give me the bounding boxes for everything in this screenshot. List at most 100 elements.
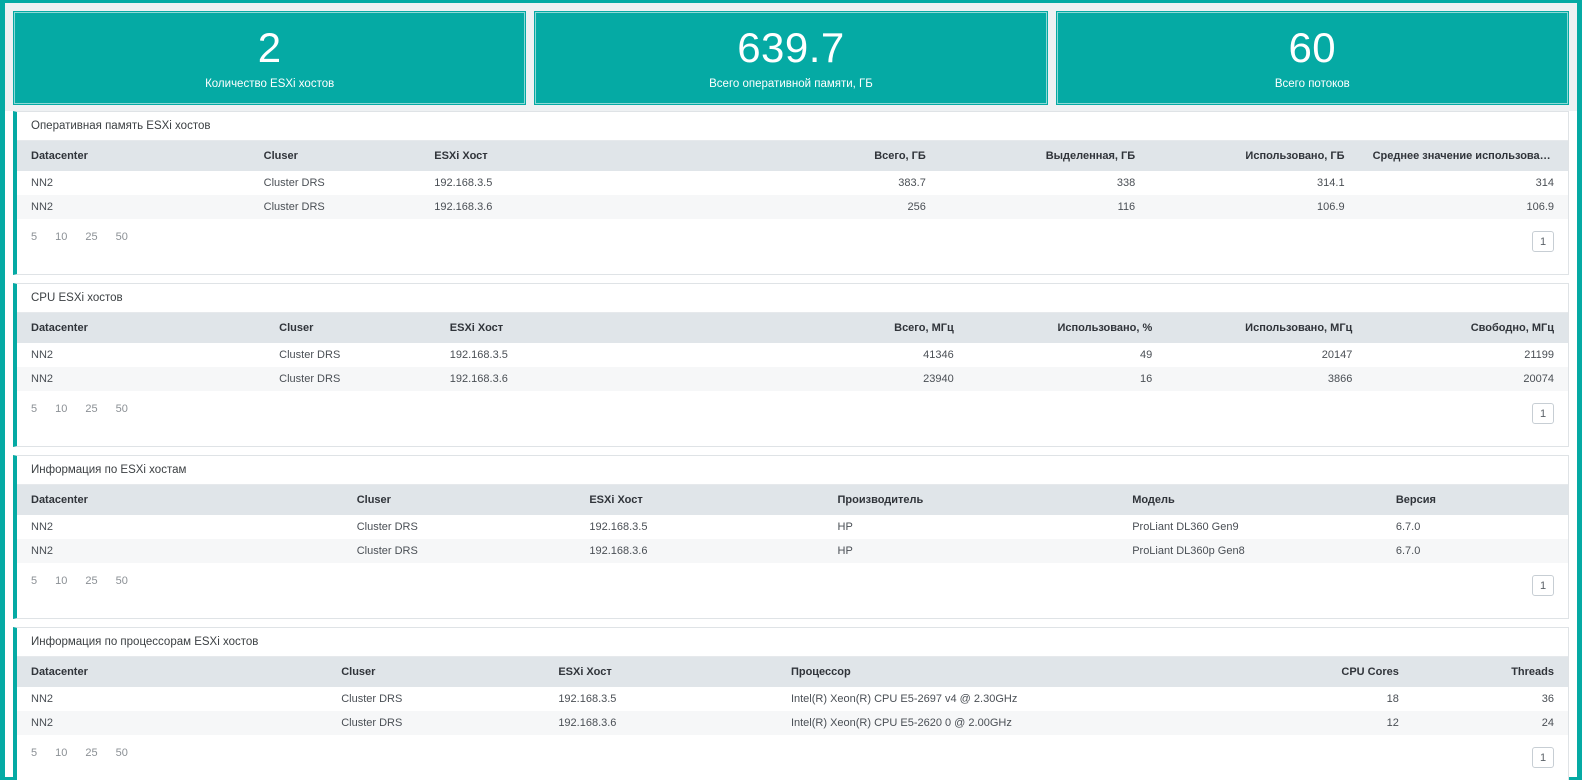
table-cell: 21199 — [1366, 343, 1568, 367]
table-cell: 192.168.3.5 — [435, 343, 770, 367]
column-header[interactable]: ESXi Хост — [575, 485, 824, 515]
table-row[interactable]: NN2 Cluster DRS 192.168.3.6 256 116 106.9 106.… — [17, 195, 1568, 219]
column-header[interactable]: Использовано, МГц — [1166, 313, 1367, 343]
table-cell: Cluster DRS — [342, 515, 576, 539]
column-header[interactable]: Cluser — [342, 485, 576, 515]
table-cell: 18 — [1242, 687, 1413, 711]
page-size-option[interactable]: 10 — [55, 231, 68, 243]
page-number-button[interactable]: 1 — [1532, 575, 1554, 596]
page-size-options: 5 10 25 50 — [31, 231, 128, 243]
column-header[interactable]: Threads — [1412, 657, 1568, 687]
table-cell: 116 — [939, 195, 1150, 219]
page-size-option[interactable]: 5 — [31, 403, 38, 415]
column-header[interactable]: Среднее значение использования, ГБ — [1358, 141, 1568, 171]
page-size-option[interactable]: 50 — [115, 747, 128, 759]
table-cell: 192.168.3.6 — [544, 711, 777, 735]
panel-title: CPU ESXi хостов — [17, 284, 1568, 313]
column-header[interactable]: Модель — [1118, 485, 1382, 515]
page-size-option[interactable]: 50 — [115, 403, 128, 415]
column-header[interactable]: Cluser — [327, 657, 545, 687]
table-panel: Информация по ESXi хостам Datacenter Cluse… — [13, 455, 1569, 619]
table-cell: Cluster DRS — [327, 711, 545, 735]
table-row[interactable]: NN2 Cluster DRS 192.168.3.5 383.7 338 314.1 31… — [17, 171, 1568, 195]
column-header[interactable]: Datacenter — [17, 313, 266, 343]
sections-host: Оперативная память ESXi хостов Datacenter… — [5, 111, 1577, 780]
column-header[interactable]: Cluser — [249, 141, 421, 171]
table-row[interactable]: NN2 Cluster DRS 192.168.3.6 23940 16 3866 2007… — [17, 367, 1568, 391]
page-size-option[interactable]: 50 — [115, 231, 128, 243]
page-size-option[interactable]: 25 — [85, 575, 98, 587]
page-number-list: 1 — [1532, 575, 1554, 596]
column-header[interactable]: Всего, ГБ — [730, 141, 940, 171]
page-size-option[interactable]: 25 — [85, 231, 98, 243]
page-number-button[interactable]: 1 — [1532, 403, 1554, 424]
column-header[interactable]: CPU Cores — [1242, 657, 1413, 687]
column-header[interactable]: Использовано, ГБ — [1149, 141, 1359, 171]
table-header-row: Datacenter Cluser ESXi Хост Всего, МГц Испол… — [17, 313, 1568, 343]
column-header[interactable]: Выделенная, ГБ — [939, 141, 1150, 171]
page-size-option[interactable]: 5 — [31, 575, 38, 587]
column-header[interactable]: Всего, МГц — [769, 313, 968, 343]
table-cell: NN2 — [17, 687, 328, 711]
kpi-value: 60 — [1288, 24, 1337, 71]
data-table: Datacenter Cluser ESXi Хост Всего, ГБ Выделе… — [17, 141, 1568, 219]
column-header[interactable]: Свободно, МГц — [1366, 313, 1568, 343]
kpi-card[interactable]: 2 Количество ESXi хостов — [13, 11, 527, 105]
table-cell: NN2 — [17, 711, 328, 735]
table-cell: 314.1 — [1149, 171, 1359, 195]
page-number-button[interactable]: 1 — [1532, 747, 1554, 768]
table-cell: 106.9 — [1358, 195, 1568, 219]
table-cell: Intel(R) Xeon(R) CPU E5-2697 v4 @ 2.30GH… — [776, 687, 1243, 711]
table-header-row: Datacenter Cluser ESXi Хост Производитель Мо… — [17, 485, 1568, 515]
table-cell: 314 — [1358, 171, 1568, 195]
page-size-option[interactable]: 5 — [31, 231, 38, 243]
table-row[interactable]: NN2 Cluster DRS 192.168.3.6 HP ProLiant DL36… — [17, 539, 1568, 563]
kpi-row: 2 Количество ESXi хостов 639.7 Всего операт… — [5, 3, 1577, 111]
column-header[interactable]: Процессор — [776, 657, 1243, 687]
kpi-card[interactable]: 639.7 Всего оперативной памяти, ГБ — [534, 11, 1048, 105]
table-row[interactable]: NN2 Cluster DRS 192.168.3.5 Intel(R) Xeon(R… — [17, 687, 1568, 711]
page-size-option[interactable]: 25 — [85, 747, 98, 759]
kpi-label: Всего потоков — [1274, 78, 1350, 90]
table-cell: 106.9 — [1149, 195, 1359, 219]
column-header[interactable]: Использовано, % — [967, 313, 1167, 343]
page-size-option[interactable]: 50 — [115, 575, 128, 587]
table-cell: HP — [823, 539, 1119, 563]
column-header[interactable]: Datacenter — [17, 485, 343, 515]
table-cell: Cluster DRS — [249, 195, 421, 219]
table-panel: CPU ESXi хостов Datacenter Cluser ESXi Хост… — [13, 283, 1569, 447]
column-header[interactable]: Datacenter — [17, 141, 250, 171]
table-panel: Информация по процессорам ESXi хостов Dat… — [13, 627, 1569, 780]
column-header[interactable]: ESXi Хост — [544, 657, 777, 687]
column-header[interactable]: Версия — [1381, 485, 1568, 515]
column-header[interactable]: Cluser — [265, 313, 436, 343]
table-cell: 20074 — [1366, 367, 1568, 391]
table-row[interactable]: NN2 Cluster DRS 192.168.3.5 41346 49 20147 211… — [17, 343, 1568, 367]
kpi-value: 639.7 — [737, 24, 845, 71]
table-cell: 6.7.0 — [1381, 539, 1568, 563]
column-header[interactable]: Datacenter — [17, 657, 328, 687]
page-size-options: 5 10 25 50 — [31, 575, 128, 587]
column-header[interactable]: Производитель — [823, 485, 1119, 515]
column-header[interactable]: ESXi Хост — [420, 141, 731, 171]
page-number-button[interactable]: 1 — [1532, 231, 1554, 252]
page-number-list: 1 — [1532, 403, 1554, 424]
page-size-option[interactable]: 5 — [31, 747, 38, 759]
table-pager: 5 10 25 50 1 — [17, 735, 1568, 780]
page-size-option[interactable]: 10 — [55, 747, 68, 759]
table-cell: 6.7.0 — [1381, 515, 1568, 539]
page-size-option[interactable]: 10 — [55, 575, 68, 587]
page-size-option[interactable]: 25 — [85, 403, 98, 415]
table-cell: Cluster DRS — [342, 539, 576, 563]
table-row[interactable]: NN2 Cluster DRS 192.168.3.5 HP ProLiant DL36… — [17, 515, 1568, 539]
page-size-option[interactable]: 10 — [55, 403, 68, 415]
table-cell: 41346 — [769, 343, 968, 367]
table-cell: 20147 — [1166, 343, 1367, 367]
kpi-card[interactable]: 60 Всего потоков — [1055, 11, 1569, 105]
column-header[interactable]: ESXi Хост — [435, 313, 770, 343]
table-cell: Intel(R) Xeon(R) CPU E5-2620 0 @ 2.00GHz — [776, 711, 1243, 735]
page-number-list: 1 — [1532, 231, 1554, 252]
table-cell: Cluster DRS — [265, 343, 436, 367]
table-row[interactable]: NN2 Cluster DRS 192.168.3.6 Intel(R) Xeon(R… — [17, 711, 1568, 735]
